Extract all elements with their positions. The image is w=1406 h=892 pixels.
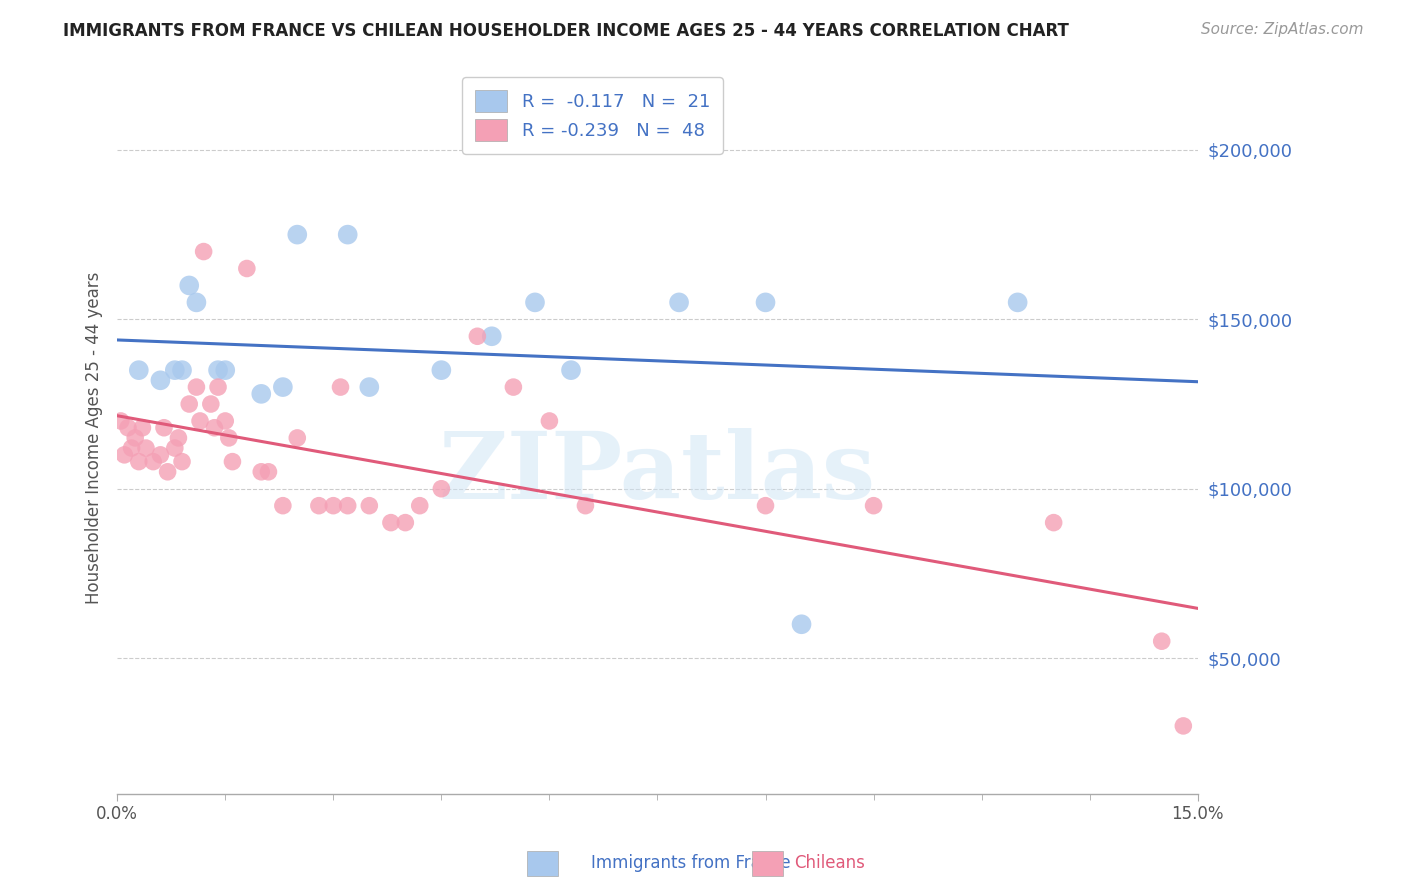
Text: Chileans: Chileans [794, 855, 865, 872]
Point [124, 431, 146, 445]
Point [163, 441, 186, 455]
Point [754, 295, 776, 310]
Point [524, 295, 547, 310]
Point [110, 414, 132, 428]
Point [153, 421, 176, 435]
Point [221, 455, 243, 469]
Point [149, 448, 172, 462]
Point [394, 516, 416, 530]
Point [560, 363, 582, 377]
Point [117, 421, 139, 435]
Point [1042, 516, 1064, 530]
Point [538, 414, 561, 428]
Point [790, 617, 813, 632]
Point [167, 431, 190, 445]
Point [430, 363, 453, 377]
Point [128, 363, 150, 377]
Point [336, 227, 359, 242]
Point [359, 380, 381, 394]
Point [336, 499, 359, 513]
Point [574, 499, 596, 513]
Point [430, 482, 453, 496]
Text: ZIPatlas: ZIPatlas [439, 428, 876, 518]
Text: Immigrants from France: Immigrants from France [591, 855, 790, 872]
Point [250, 387, 273, 401]
Point [204, 421, 226, 435]
Point [218, 431, 240, 445]
Point [112, 448, 135, 462]
Point [149, 373, 172, 387]
Point [250, 465, 273, 479]
Legend: R =  -0.117   N =  21, R = -0.239   N =  48: R = -0.117 N = 21, R = -0.239 N = 48 [463, 77, 723, 153]
Point [128, 455, 150, 469]
Text: IMMIGRANTS FROM FRANCE VS CHILEAN HOUSEHOLDER INCOME AGES 25 - 44 YEARS CORRELAT: IMMIGRANTS FROM FRANCE VS CHILEAN HOUSEH… [63, 22, 1069, 40]
Point [1007, 295, 1029, 310]
Point [156, 465, 179, 479]
Point [163, 363, 186, 377]
Point [142, 455, 165, 469]
Point [193, 244, 215, 259]
Point [285, 227, 308, 242]
Point [257, 465, 280, 479]
Point [329, 380, 352, 394]
Point [668, 295, 690, 310]
Point [502, 380, 524, 394]
Point [200, 397, 222, 411]
Point [207, 380, 229, 394]
Text: Source: ZipAtlas.com: Source: ZipAtlas.com [1201, 22, 1364, 37]
Point [135, 441, 157, 455]
Point [179, 397, 201, 411]
Point [186, 295, 208, 310]
Point [1173, 719, 1195, 733]
Point [214, 363, 236, 377]
Point [214, 414, 236, 428]
Point [121, 441, 143, 455]
Point [271, 499, 294, 513]
Point [308, 499, 330, 513]
Point [481, 329, 503, 343]
Point [186, 380, 208, 394]
Point [179, 278, 201, 293]
Point [170, 363, 193, 377]
Point [285, 431, 308, 445]
Point [170, 455, 193, 469]
Point [322, 499, 344, 513]
Point [131, 421, 153, 435]
Point [467, 329, 489, 343]
Point [207, 363, 229, 377]
Point [271, 380, 294, 394]
Point [1150, 634, 1173, 648]
Y-axis label: Householder Income Ages 25 - 44 years: Householder Income Ages 25 - 44 years [86, 272, 103, 604]
Point [409, 499, 432, 513]
Point [236, 261, 259, 276]
Point [359, 499, 381, 513]
Point [188, 414, 211, 428]
Point [380, 516, 402, 530]
Point [862, 499, 884, 513]
Point [754, 499, 776, 513]
